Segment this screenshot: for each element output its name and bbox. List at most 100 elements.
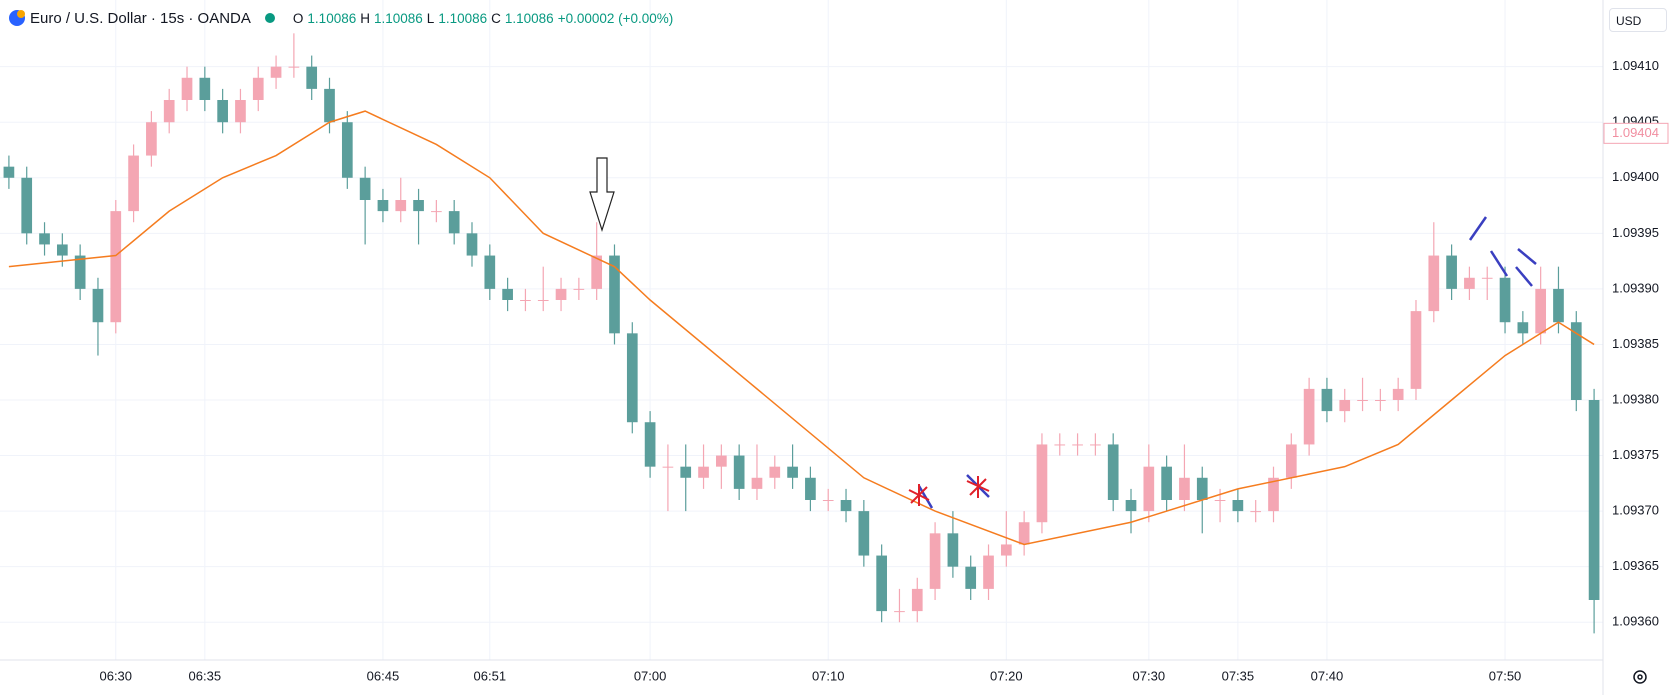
candle-body	[662, 466, 674, 468]
candle-body	[983, 555, 994, 589]
candle-body	[573, 288, 585, 290]
candle-body	[21, 177, 33, 234]
candle-body	[413, 200, 424, 212]
candle-body	[537, 300, 549, 301]
candle-body	[484, 255, 496, 289]
settings-icon[interactable]	[1633, 670, 1647, 684]
price-tag-box	[1603, 122, 1669, 144]
candle-body	[56, 244, 68, 256]
candle-body	[466, 233, 478, 256]
y-tick-label: 1.09370	[1612, 503, 1659, 518]
candle-body	[1499, 277, 1511, 323]
x-tick-label: 07:35	[1222, 668, 1255, 683]
candle-body	[181, 77, 193, 100]
status-dot	[264, 13, 275, 23]
candle-body	[163, 100, 175, 123]
candle-body	[1036, 444, 1048, 523]
x-tick-label: 06:45	[367, 668, 400, 683]
candle-body	[591, 255, 603, 289]
x-tick-label: 06:51	[474, 668, 507, 683]
candle-body	[431, 211, 442, 213]
x-tick-label: 07:30	[1133, 668, 1166, 683]
x-tick-label: 07:40	[1311, 668, 1344, 683]
candle-body	[1321, 388, 1333, 412]
candle-body	[716, 455, 727, 467]
annotations	[589, 157, 1537, 509]
red-cross	[966, 476, 990, 498]
candle-body	[805, 477, 816, 500]
candle-body	[1339, 400, 1351, 412]
candle-body	[1570, 322, 1582, 400]
candle-body	[306, 66, 318, 89]
candle-body	[1072, 444, 1083, 446]
candle-body	[252, 77, 264, 100]
candle-body	[110, 211, 122, 323]
ohlc-value: 1.10086	[373, 10, 423, 26]
candle-body	[235, 100, 246, 123]
candle-body	[1428, 255, 1440, 312]
x-tick-label: 07:10	[812, 668, 845, 683]
y-tick-label: 1.09410	[1612, 58, 1659, 73]
candle-body	[146, 122, 157, 156]
candle-body	[680, 466, 692, 478]
candle-body	[733, 455, 745, 489]
candle-body	[1161, 466, 1172, 500]
symbol-title[interactable]: Euro / U.S. Dollar · 15s · OANDA	[30, 9, 251, 27]
candle-body	[876, 555, 887, 612]
candle-body	[1588, 400, 1600, 600]
candle-body	[359, 177, 371, 200]
candle-body	[1250, 511, 1262, 513]
candle-body	[1000, 544, 1012, 556]
candle-body	[1553, 288, 1564, 323]
candle-body	[555, 288, 567, 300]
x-tick-label: 07:20	[990, 668, 1023, 683]
y-tick-label: 1.09400	[1612, 169, 1659, 184]
candle-body	[3, 166, 15, 178]
y-tick-label: 1.09365	[1612, 558, 1659, 573]
moving-average	[8, 110, 1595, 546]
currency-select[interactable]: USD	[1609, 8, 1667, 32]
candle-body	[626, 333, 638, 423]
candle-body	[1392, 388, 1404, 400]
y-tick-label: 1.09375	[1612, 447, 1659, 462]
ohlc-key: C	[491, 10, 501, 26]
y-tick-label: 1.09360	[1612, 614, 1659, 629]
candle-body	[1285, 444, 1297, 478]
candle-body	[929, 533, 941, 589]
candle-body	[1357, 400, 1368, 401]
red-cross	[908, 484, 930, 506]
y-tick-label: 1.09385	[1612, 336, 1659, 351]
candle-body	[751, 477, 763, 489]
candle-body	[698, 466, 709, 478]
candle-body	[217, 100, 228, 123]
arrow-drawing	[589, 157, 615, 232]
candle-body	[965, 566, 977, 589]
blue-line	[1515, 266, 1533, 287]
candle-body	[377, 200, 389, 212]
candle-body	[448, 211, 460, 234]
candle-body	[1375, 400, 1386, 401]
candle-body	[787, 466, 798, 478]
legend-header: Euro / U.S. Dollar · 15s · OANDA O 1.1008…	[8, 9, 673, 27]
candle-body	[395, 200, 407, 212]
x-tick-label: 06:35	[189, 668, 222, 683]
candle-body	[1018, 522, 1030, 545]
symbol-icon	[9, 10, 25, 26]
price-tag: 1.09404	[1612, 125, 1659, 140]
candle-body	[128, 155, 139, 212]
candle-body	[341, 122, 353, 178]
candle-body	[1143, 466, 1155, 512]
ohlc-value: 1.10086	[504, 10, 554, 26]
ohlc-key: O	[292, 10, 304, 26]
blue-line	[1517, 248, 1537, 265]
ohlc-key: H	[360, 10, 370, 26]
candle-body	[1446, 255, 1457, 289]
candle-body	[769, 466, 781, 478]
candle-body	[1214, 500, 1226, 501]
candle-body	[92, 288, 104, 323]
candle-body	[858, 511, 870, 556]
ohlc-value: 1.10086	[307, 10, 357, 26]
candle-body	[1054, 444, 1066, 446]
